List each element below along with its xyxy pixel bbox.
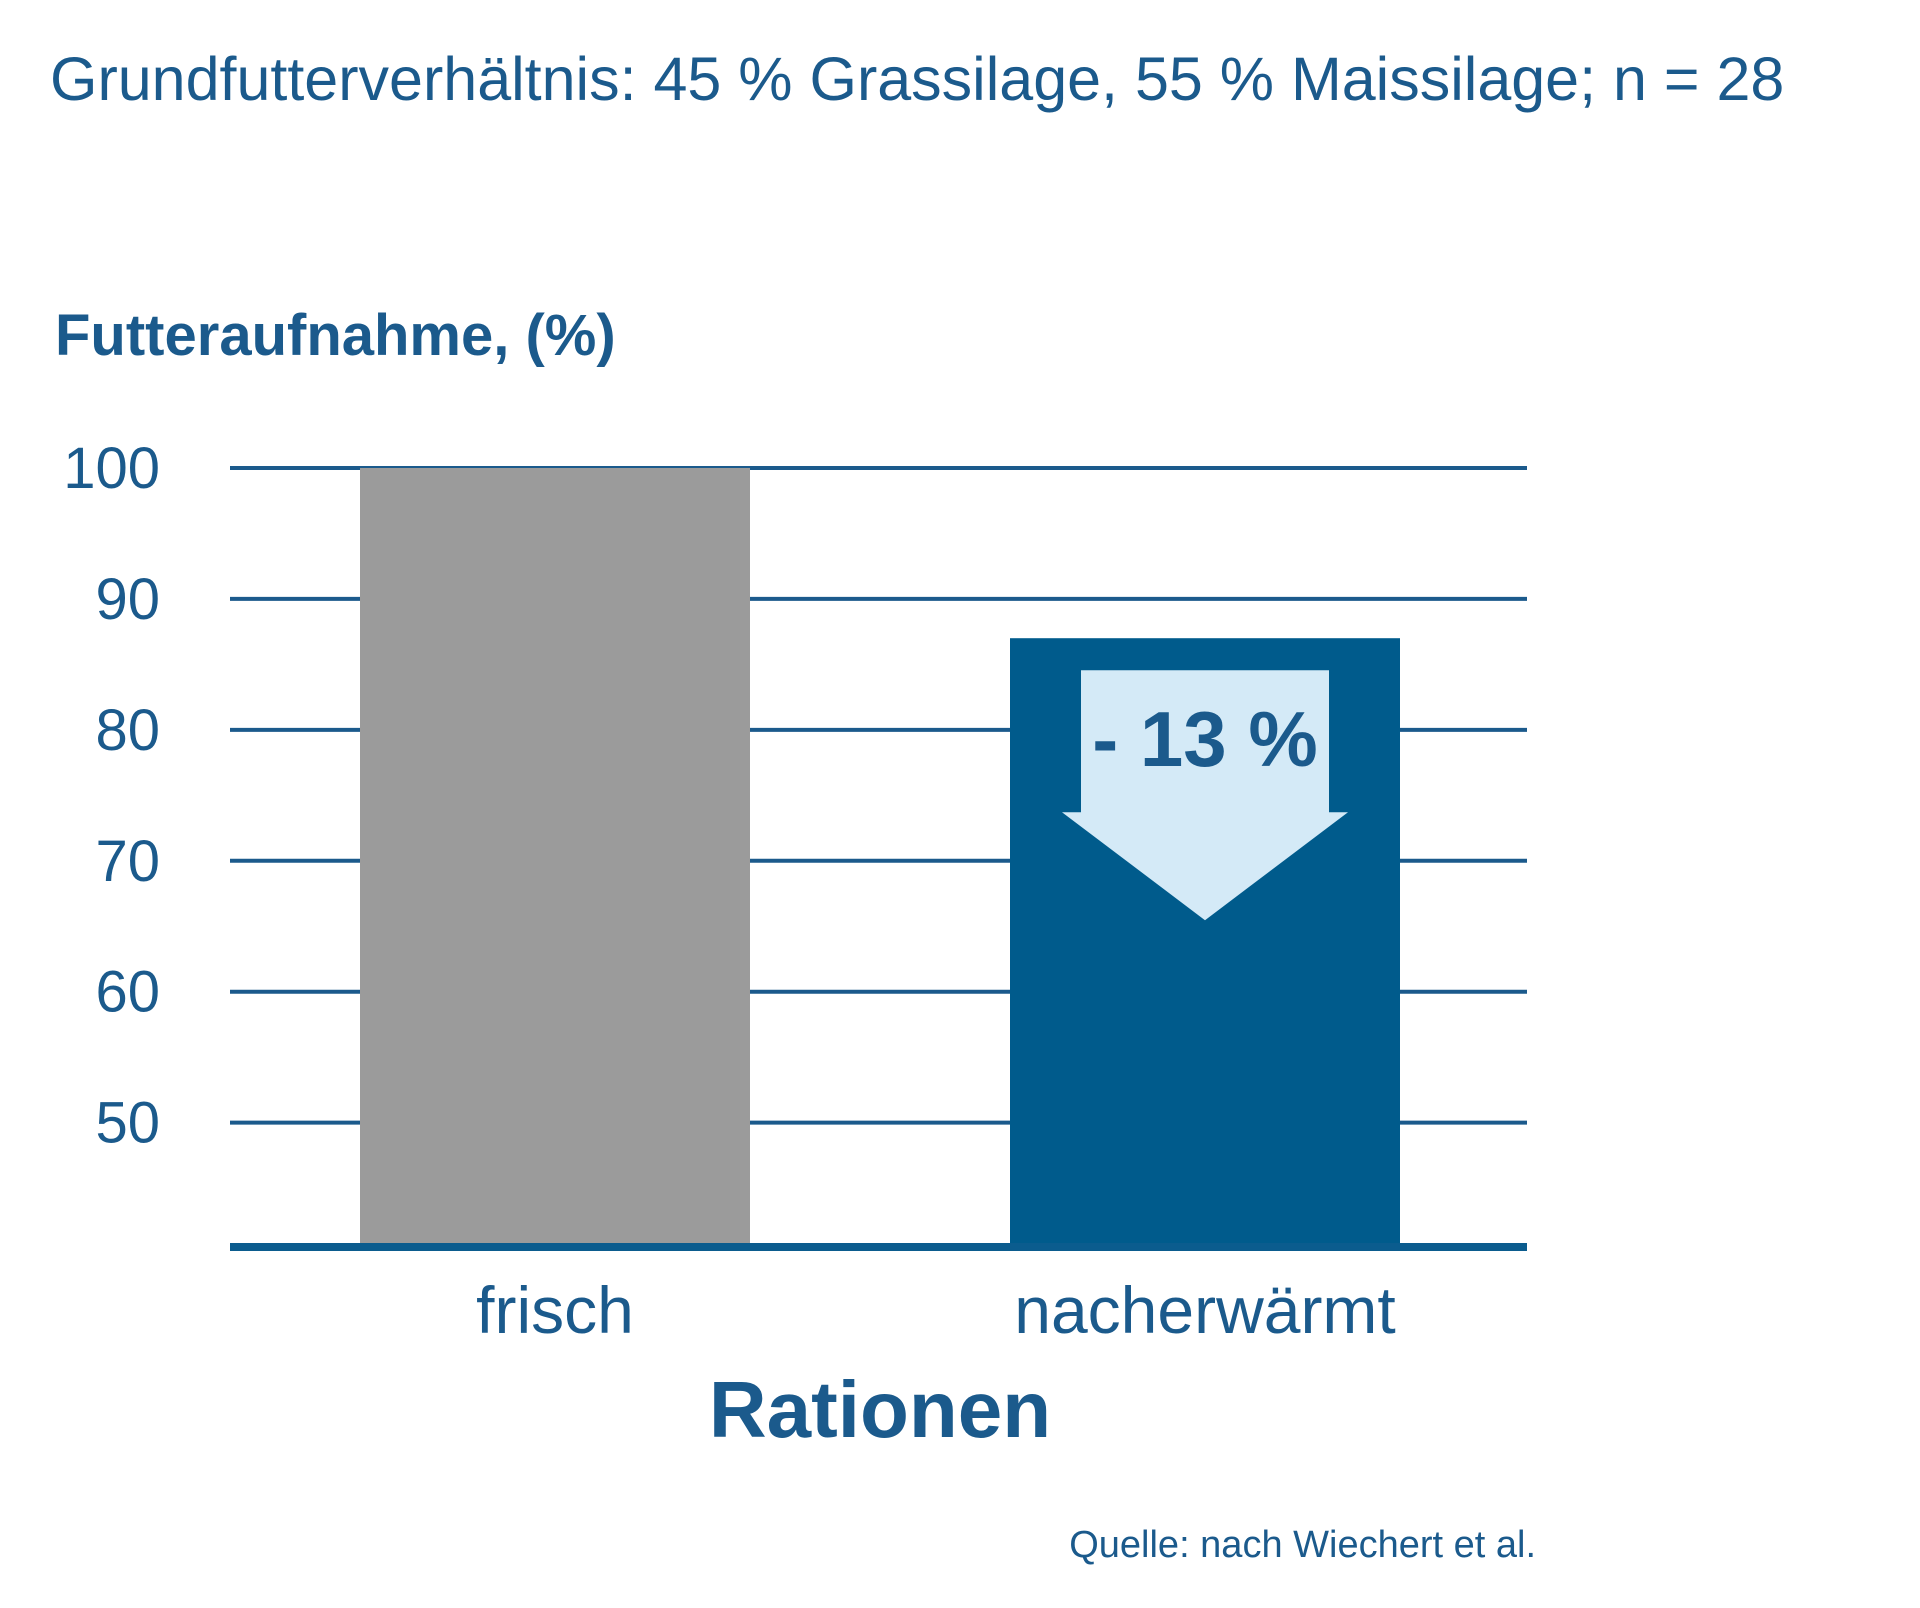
y-tick-label-70: 70 bbox=[95, 829, 160, 894]
decrease-annotation: - 13 % bbox=[1062, 670, 1348, 921]
x-axis-label: Rationen bbox=[709, 1365, 1051, 1454]
source-note: Quelle: nach Wiechert et al. bbox=[1069, 1524, 1536, 1566]
y-tick-label-50: 50 bbox=[95, 1091, 160, 1156]
decrease-label: - 13 % bbox=[1092, 695, 1317, 783]
x-tick-label-frisch: frisch bbox=[476, 1273, 634, 1347]
y-tick-label-80: 80 bbox=[95, 698, 160, 763]
y-tick-label-60: 60 bbox=[95, 960, 160, 1025]
y-axis-ticks: 50 60 70 80 90 100 bbox=[63, 436, 160, 1156]
y-tick-label-90: 90 bbox=[95, 567, 160, 632]
x-axis-ticks: frisch nacherwärmt bbox=[476, 1273, 1396, 1347]
y-tick-label-100: 100 bbox=[63, 436, 160, 501]
bar-frisch bbox=[360, 468, 750, 1247]
y-axis-label: Futteraufnahme, (%) bbox=[55, 303, 616, 368]
x-tick-label-nacherwaermt: nacherwärmt bbox=[1014, 1273, 1395, 1347]
down-arrow-icon bbox=[1062, 670, 1348, 921]
chart-subtitle: Grundfutterverhältnis: 45 % Grassilage, … bbox=[50, 45, 1784, 113]
